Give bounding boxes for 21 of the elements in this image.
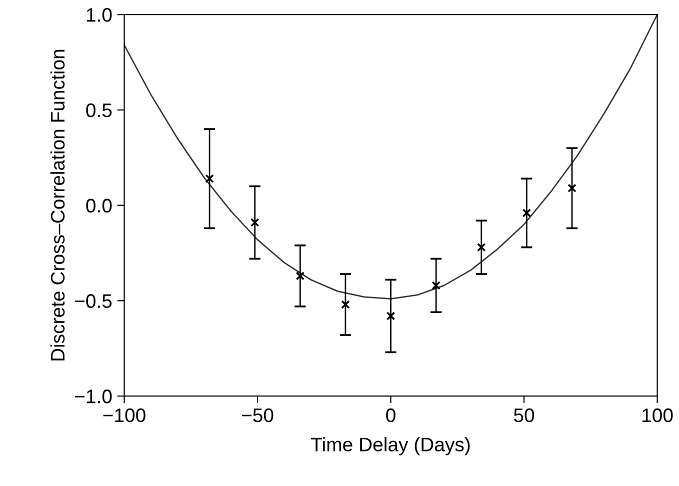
point [341, 300, 350, 309]
point [568, 184, 576, 193]
point [477, 242, 486, 252]
y-tick-label: 1.0 [86, 8, 112, 22]
x-tick-label: −50 [242, 408, 274, 422]
x-tick-label: 100 [642, 408, 673, 422]
point [250, 218, 260, 227]
x-tick-label: 50 [514, 408, 534, 422]
point [386, 312, 396, 320]
point [296, 272, 305, 280]
y-tick-label: −1.0 [75, 390, 112, 404]
y-tick-label: −0.5 [75, 294, 112, 308]
point [205, 174, 214, 184]
y-tick-label: 0.0 [86, 198, 112, 213]
x-tick-label: −100 [103, 408, 146, 422]
y-tick-label: 0.5 [86, 103, 112, 118]
x-tick-label: 0 [386, 408, 396, 422]
point [432, 281, 440, 290]
x-axis-title: Time Delay (Days) [311, 437, 470, 456]
point [522, 208, 532, 218]
y-axis-title: Discrete Cross–Correlation Function [50, 50, 65, 360]
